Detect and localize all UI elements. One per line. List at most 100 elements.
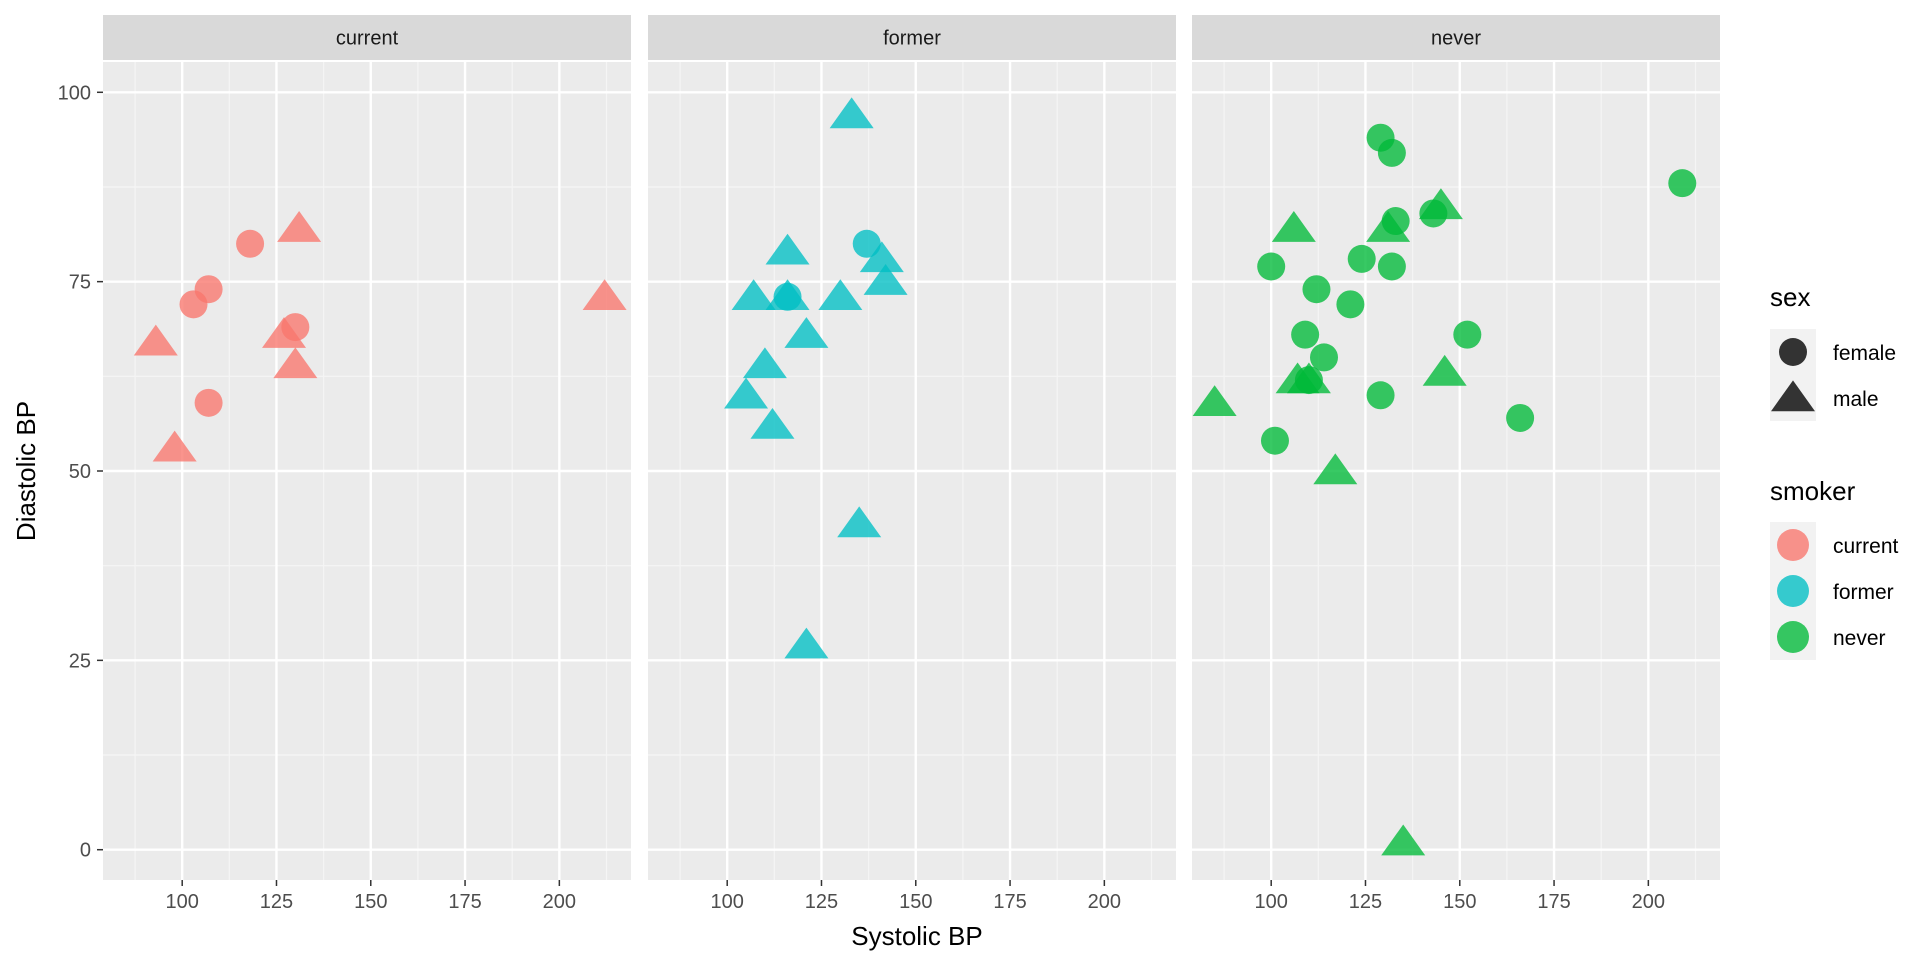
x-tick-label: 100: [1255, 891, 1288, 913]
data-points: [1192, 123, 1697, 856]
data-point-male: [1381, 824, 1426, 856]
x-tick-label: 150: [899, 891, 932, 913]
x-axis: 100 125 150 175 200: [166, 880, 576, 913]
data-point-male: [765, 233, 810, 265]
data-point-male: [1313, 453, 1358, 485]
facet-strip-label: current: [336, 28, 399, 50]
data-point-male: [750, 407, 795, 439]
x-tick-label: 125: [260, 891, 293, 913]
facet-strip-label: former: [883, 28, 941, 50]
data-point-female: [194, 388, 223, 417]
x-tick-label: 200: [543, 891, 576, 913]
data-point-female: [1336, 290, 1365, 319]
data-point-female: [1291, 320, 1320, 349]
data-point-male: [1418, 188, 1463, 220]
data-point-male: [742, 347, 787, 379]
x-tick-label: 200: [1632, 891, 1665, 913]
x-axis: 100 125 150 175 200: [711, 880, 1121, 913]
facet-strip-label: never: [1431, 28, 1481, 50]
x-tick-label: 175: [1537, 891, 1570, 913]
y-axis-title: Diastolic BP: [11, 401, 41, 541]
facet-panels: current 100 125 150 175 200 former 100 125 150 175…: [103, 15, 1720, 913]
legend-key-former: [1777, 575, 1809, 607]
data-point-male: [152, 430, 197, 462]
data-point-female: [1453, 320, 1482, 349]
data-point-female: [1260, 426, 1289, 455]
x-tick-label: 150: [354, 891, 387, 913]
gridlines: [1192, 62, 1720, 880]
legend-key-current: [1777, 529, 1809, 561]
legend-label-never: never: [1833, 627, 1886, 650]
data-point-male: [1271, 211, 1316, 242]
data-point-male: [582, 279, 627, 310]
x-tick-label: 175: [993, 891, 1026, 913]
data-point-female: [1377, 138, 1406, 167]
data-point-male: [724, 377, 769, 409]
x-tick-label: 150: [1443, 891, 1476, 913]
gridlines: [648, 62, 1176, 880]
y-axis: 0 25 50 75 100: [58, 82, 103, 862]
facet-strip: [648, 15, 1176, 60]
data-point-male: [1422, 354, 1467, 386]
data-point-female: [1506, 403, 1535, 432]
data-point-male: [829, 97, 874, 129]
data-point-female: [1302, 275, 1331, 304]
legend-label-current: current: [1833, 535, 1899, 558]
facet-panel-current: current 100 125 150 175 200: [103, 15, 631, 913]
data-point-male: [837, 506, 882, 538]
data-point-female: [852, 229, 881, 258]
x-axis-title: Systolic BP: [851, 921, 983, 951]
data-points: [133, 211, 627, 462]
y-tick-label: 0: [80, 840, 91, 862]
legend-key-male: [1771, 380, 1815, 412]
x-tick-label: 175: [448, 891, 481, 913]
legend-label-male: male: [1833, 388, 1879, 411]
data-point-male: [277, 211, 322, 242]
data-point-male: [1366, 211, 1411, 242]
data-point-female: [179, 290, 208, 319]
x-axis: 100 125 150 175 200: [1255, 880, 1665, 913]
data-point-male: [863, 264, 908, 295]
legend-key-never: [1777, 621, 1809, 653]
data-point-female: [1347, 244, 1376, 273]
x-tick-label: 100: [166, 891, 199, 913]
y-tick-label: 25: [69, 650, 91, 672]
data-points: [724, 97, 908, 659]
data-point-female: [236, 229, 265, 258]
data-point-female: [1377, 252, 1406, 281]
x-tick-label: 125: [1349, 891, 1382, 913]
data-point-male: [818, 279, 863, 310]
data-point-female: [1257, 252, 1286, 281]
facet-panel-former: former 100 125 150 175 200: [648, 15, 1176, 913]
data-point-female: [1366, 381, 1395, 410]
legend-label-former: former: [1833, 581, 1894, 604]
facet-strip: [103, 15, 631, 60]
data-point-male: [731, 279, 776, 310]
legend-key-female: [1779, 338, 1807, 366]
data-point-male: [784, 627, 829, 659]
y-tick-label: 100: [58, 82, 91, 104]
data-point-male: [765, 279, 810, 310]
data-point-female: [1668, 169, 1697, 198]
x-tick-label: 200: [1088, 891, 1121, 913]
data-point-male: [1286, 362, 1331, 394]
y-tick-label: 75: [69, 272, 91, 294]
data-point-male: [1192, 385, 1237, 417]
facet-panel-never: never 100 125 150 175 200: [1192, 15, 1720, 913]
gridlines: [103, 62, 631, 880]
data-point-male: [273, 347, 318, 379]
data-point-male: [262, 317, 307, 348]
data-point-male: [859, 241, 904, 273]
facet-strip: [1192, 15, 1720, 60]
x-tick-label: 125: [805, 891, 838, 913]
legend-title-smoker: smoker: [1770, 476, 1856, 506]
y-tick-label: 50: [69, 461, 91, 483]
legend: sex female male smoker current former never: [1770, 282, 1899, 660]
data-point-female: [1310, 343, 1338, 372]
data-point-male: [133, 324, 178, 356]
x-tick-label: 100: [711, 891, 744, 913]
data-point-male: [784, 317, 829, 348]
legend-title-sex: sex: [1770, 282, 1810, 312]
legend-label-female: female: [1833, 342, 1896, 365]
